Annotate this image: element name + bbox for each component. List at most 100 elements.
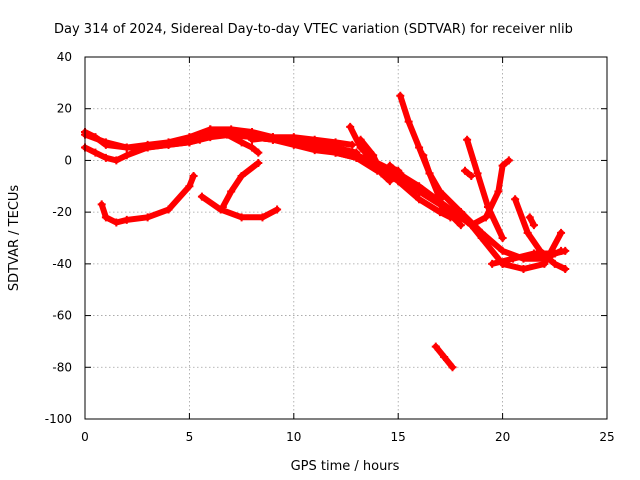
data-point-marker — [273, 205, 282, 214]
x-tick-label: 10 — [286, 430, 301, 444]
data-point-marker — [561, 246, 570, 255]
series-arc8 — [224, 131, 262, 156]
y-tick-label: -60 — [52, 309, 72, 323]
data-point-marker — [425, 169, 434, 178]
data-point-marker — [396, 169, 405, 178]
data-point-marker — [435, 195, 444, 204]
data-point-marker — [122, 215, 131, 224]
x-tick-labels: 0 5 10 15 20 25 — [81, 430, 614, 444]
data-point-marker — [456, 221, 465, 230]
data-point-marker — [404, 117, 413, 126]
data-point-marker — [91, 148, 100, 157]
data-series — [81, 91, 570, 372]
data-point-marker — [237, 171, 246, 180]
data-point-marker — [477, 228, 486, 237]
chart-title: Day 314 of 2024, Sidereal Day-to-day VTE… — [54, 22, 573, 37]
x-tick-label: 25 — [599, 430, 614, 444]
series-arc22 — [499, 229, 565, 272]
data-point-marker — [258, 213, 267, 222]
data-point-marker — [440, 352, 449, 361]
x-axis-label: GPS time / hours — [291, 459, 400, 474]
tick-marks — [84, 56, 608, 420]
data-point-marker — [415, 182, 424, 191]
x-tick-label: 5 — [186, 430, 194, 444]
data-point-marker — [498, 161, 507, 170]
data-point-marker — [498, 246, 507, 255]
data-point-marker — [525, 213, 534, 222]
data-point-marker — [348, 140, 357, 149]
y-tick-label: -100 — [45, 412, 72, 426]
data-point-marker — [143, 213, 152, 222]
data-point-marker — [206, 125, 215, 134]
data-point-marker — [488, 259, 497, 268]
data-point-marker — [164, 205, 173, 214]
data-point-marker — [550, 259, 559, 268]
data-point-marker — [197, 192, 206, 201]
data-point-marker — [561, 265, 570, 274]
data-point-marker — [218, 202, 227, 211]
data-point-marker — [461, 166, 470, 175]
data-point-marker — [101, 138, 110, 147]
data-point-marker — [122, 143, 131, 152]
y-tick-labels: -100 -80 -60 -40 -20 0 20 40 — [45, 50, 72, 426]
data-point-marker — [494, 187, 503, 196]
data-point-marker — [523, 228, 532, 237]
data-point-marker — [511, 195, 520, 204]
data-point-marker — [385, 177, 394, 186]
y-tick-label: 0 — [64, 153, 72, 167]
data-point-marker — [237, 213, 246, 222]
data-point-marker — [227, 187, 236, 196]
data-point-marker — [254, 148, 263, 157]
data-point-marker — [431, 342, 440, 351]
series-arc5 — [198, 193, 281, 221]
data-point-marker — [310, 135, 319, 144]
data-point-marker — [268, 133, 277, 142]
data-point-marker — [448, 363, 457, 372]
data-point-marker — [463, 135, 472, 144]
data-point-marker — [189, 171, 198, 180]
data-point-marker — [446, 213, 455, 222]
x-tick-label: 15 — [391, 430, 406, 444]
data-point-marker — [529, 221, 538, 230]
data-point-marker — [481, 213, 490, 222]
data-point-marker — [112, 218, 121, 227]
data-point-marker — [101, 153, 110, 162]
data-point-marker — [473, 169, 482, 178]
data-point-marker — [509, 254, 518, 263]
x-tick-label: 20 — [495, 430, 510, 444]
data-point-marker — [356, 135, 365, 144]
y-tick-label: -20 — [52, 205, 72, 219]
data-point-marker — [122, 151, 131, 160]
series-arc17 — [464, 136, 506, 241]
y-tick-label: 20 — [57, 102, 72, 116]
data-point-marker — [396, 91, 405, 100]
y-tick-label: -80 — [52, 360, 72, 374]
data-point-marker — [415, 143, 424, 152]
data-point-marker — [550, 249, 559, 258]
data-point-marker — [529, 249, 538, 258]
data-point-marker — [456, 208, 465, 217]
y-tick-label: 40 — [57, 50, 72, 64]
data-point-marker — [222, 130, 231, 139]
data-point-marker — [206, 133, 215, 142]
data-point-marker — [498, 234, 507, 242]
y-tick-label: -40 — [52, 257, 72, 271]
data-point-marker — [164, 140, 173, 149]
data-point-marker — [540, 259, 549, 268]
x-tick-label: 0 — [81, 430, 89, 444]
data-point-marker — [504, 156, 513, 165]
plot-frame — [84, 56, 608, 420]
y-axis-label: SDTVAR / TECUs — [7, 185, 22, 292]
data-point-marker — [385, 161, 394, 170]
data-point-marker — [467, 171, 476, 180]
data-point-marker — [519, 265, 528, 274]
data-point-marker — [237, 138, 246, 147]
data-point-marker — [143, 143, 152, 152]
data-point-marker — [346, 122, 355, 131]
data-point-marker — [331, 138, 340, 147]
data-point-marker — [101, 213, 110, 222]
data-point-marker — [248, 135, 257, 144]
data-point-marker — [254, 159, 263, 168]
data-point-marker — [112, 156, 121, 165]
